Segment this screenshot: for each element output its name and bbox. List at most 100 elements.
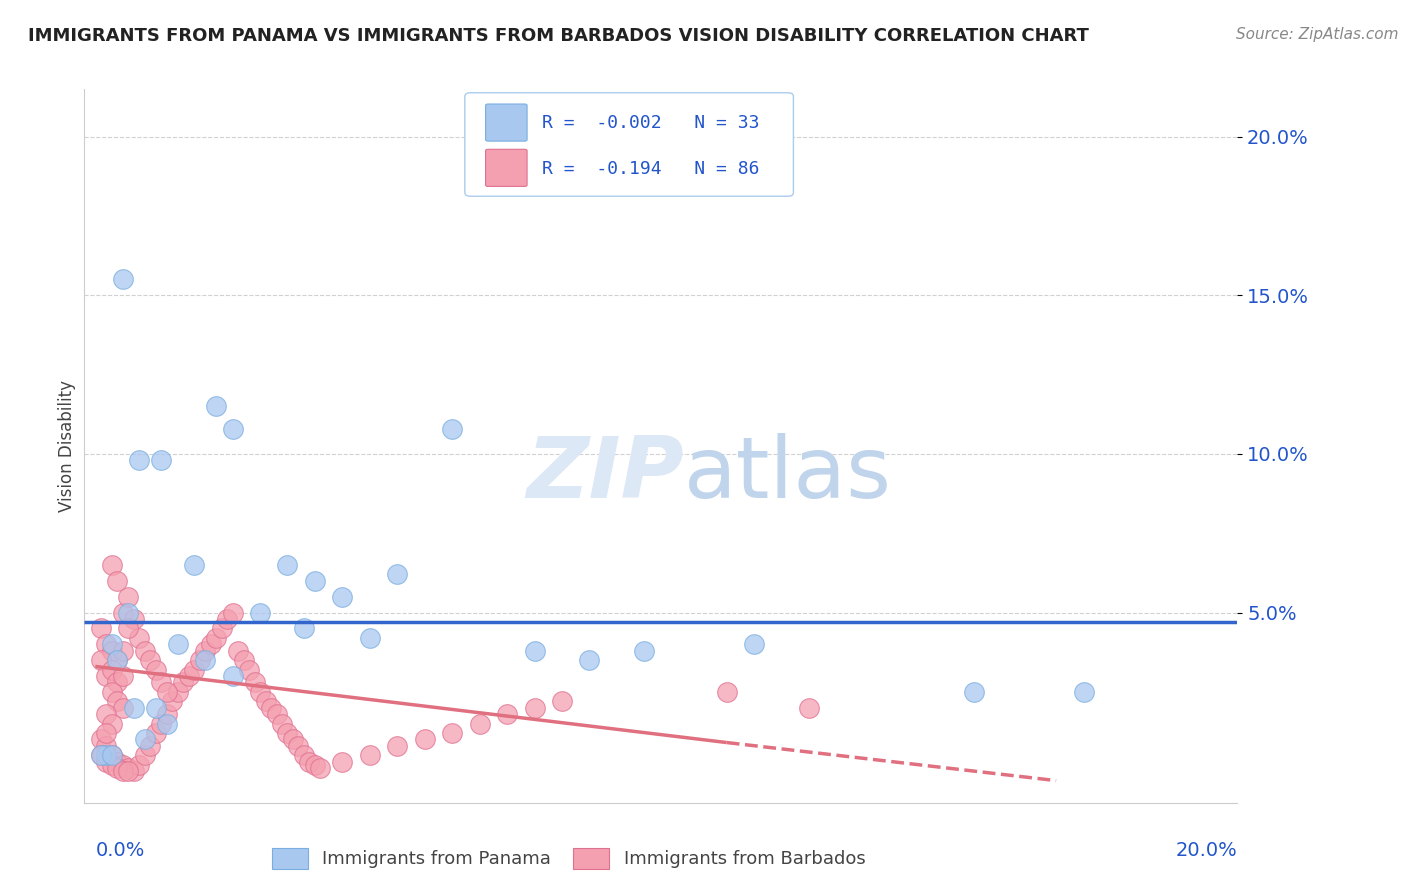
- Point: [797, 700, 820, 714]
- Point: [105, 761, 128, 775]
- Y-axis label: Vision Disability: Vision Disability: [58, 380, 76, 512]
- Point: [304, 574, 326, 588]
- Point: [150, 675, 173, 690]
- Point: [150, 716, 173, 731]
- Point: [101, 716, 124, 731]
- Point: [254, 694, 277, 708]
- FancyBboxPatch shape: [465, 93, 793, 196]
- Point: [205, 631, 228, 645]
- Point: [716, 685, 738, 699]
- Point: [111, 643, 134, 657]
- Point: [166, 685, 188, 699]
- Point: [128, 453, 150, 467]
- Point: [963, 685, 986, 699]
- Point: [105, 653, 128, 667]
- Point: [96, 748, 118, 763]
- Text: atlas: atlas: [683, 433, 891, 516]
- Point: [496, 706, 519, 721]
- Point: [105, 675, 128, 690]
- Point: [111, 272, 134, 286]
- Point: [441, 726, 464, 740]
- Point: [205, 400, 228, 414]
- Point: [304, 757, 326, 772]
- Point: [468, 716, 491, 731]
- Point: [101, 637, 124, 651]
- Point: [96, 739, 118, 753]
- Point: [96, 669, 118, 683]
- Point: [101, 748, 124, 763]
- Point: [578, 653, 600, 667]
- Point: [194, 643, 217, 657]
- Point: [309, 761, 332, 775]
- Point: [249, 606, 271, 620]
- Point: [134, 732, 156, 747]
- Point: [139, 653, 162, 667]
- Point: [742, 637, 765, 651]
- Text: R =  -0.194   N = 86: R = -0.194 N = 86: [543, 160, 759, 178]
- Point: [276, 558, 298, 572]
- Point: [359, 631, 381, 645]
- Point: [111, 700, 134, 714]
- FancyBboxPatch shape: [485, 104, 527, 141]
- Point: [172, 675, 194, 690]
- Text: 0.0%: 0.0%: [96, 841, 145, 860]
- Point: [226, 643, 249, 657]
- Point: [128, 631, 150, 645]
- Text: 20.0%: 20.0%: [1175, 841, 1237, 860]
- Legend: Immigrants from Panama, Immigrants from Barbados: Immigrants from Panama, Immigrants from …: [264, 840, 873, 876]
- Point: [101, 643, 124, 657]
- Point: [122, 612, 145, 626]
- Point: [188, 653, 211, 667]
- Point: [117, 621, 139, 635]
- Point: [221, 669, 243, 683]
- Point: [183, 663, 205, 677]
- Point: [117, 606, 139, 620]
- Point: [217, 612, 239, 626]
- Point: [298, 755, 321, 769]
- Text: IMMIGRANTS FROM PANAMA VS IMMIGRANTS FROM BARBADOS VISION DISABILITY CORRELATION: IMMIGRANTS FROM PANAMA VS IMMIGRANTS FRO…: [28, 27, 1090, 45]
- Point: [1073, 685, 1095, 699]
- Point: [441, 421, 464, 435]
- Point: [101, 757, 124, 772]
- Point: [105, 653, 128, 667]
- Point: [134, 748, 156, 763]
- Point: [633, 643, 655, 657]
- Point: [156, 685, 179, 699]
- Point: [117, 764, 139, 778]
- Point: [523, 700, 546, 714]
- Point: [134, 643, 156, 657]
- Point: [332, 590, 354, 604]
- Text: Source: ZipAtlas.com: Source: ZipAtlas.com: [1236, 27, 1399, 42]
- Point: [359, 748, 381, 763]
- Point: [96, 637, 118, 651]
- Point: [90, 748, 112, 763]
- Point: [156, 716, 179, 731]
- Point: [122, 764, 145, 778]
- Point: [200, 637, 222, 651]
- Point: [139, 739, 162, 753]
- Point: [105, 694, 128, 708]
- Point: [145, 726, 167, 740]
- Point: [111, 764, 134, 778]
- Point: [221, 421, 243, 435]
- Point: [387, 739, 409, 753]
- Point: [332, 755, 354, 769]
- Point: [90, 621, 112, 635]
- Point: [111, 606, 134, 620]
- Point: [90, 653, 112, 667]
- Point: [111, 757, 134, 772]
- Point: [122, 700, 145, 714]
- Point: [276, 726, 298, 740]
- Point: [105, 755, 128, 769]
- Point: [150, 453, 173, 467]
- Point: [117, 590, 139, 604]
- Point: [249, 685, 271, 699]
- Point: [292, 748, 315, 763]
- Point: [221, 606, 243, 620]
- Point: [101, 558, 124, 572]
- Text: R =  -0.002   N = 33: R = -0.002 N = 33: [543, 114, 759, 132]
- Point: [101, 685, 124, 699]
- Point: [281, 732, 304, 747]
- Point: [523, 643, 546, 657]
- Point: [145, 700, 167, 714]
